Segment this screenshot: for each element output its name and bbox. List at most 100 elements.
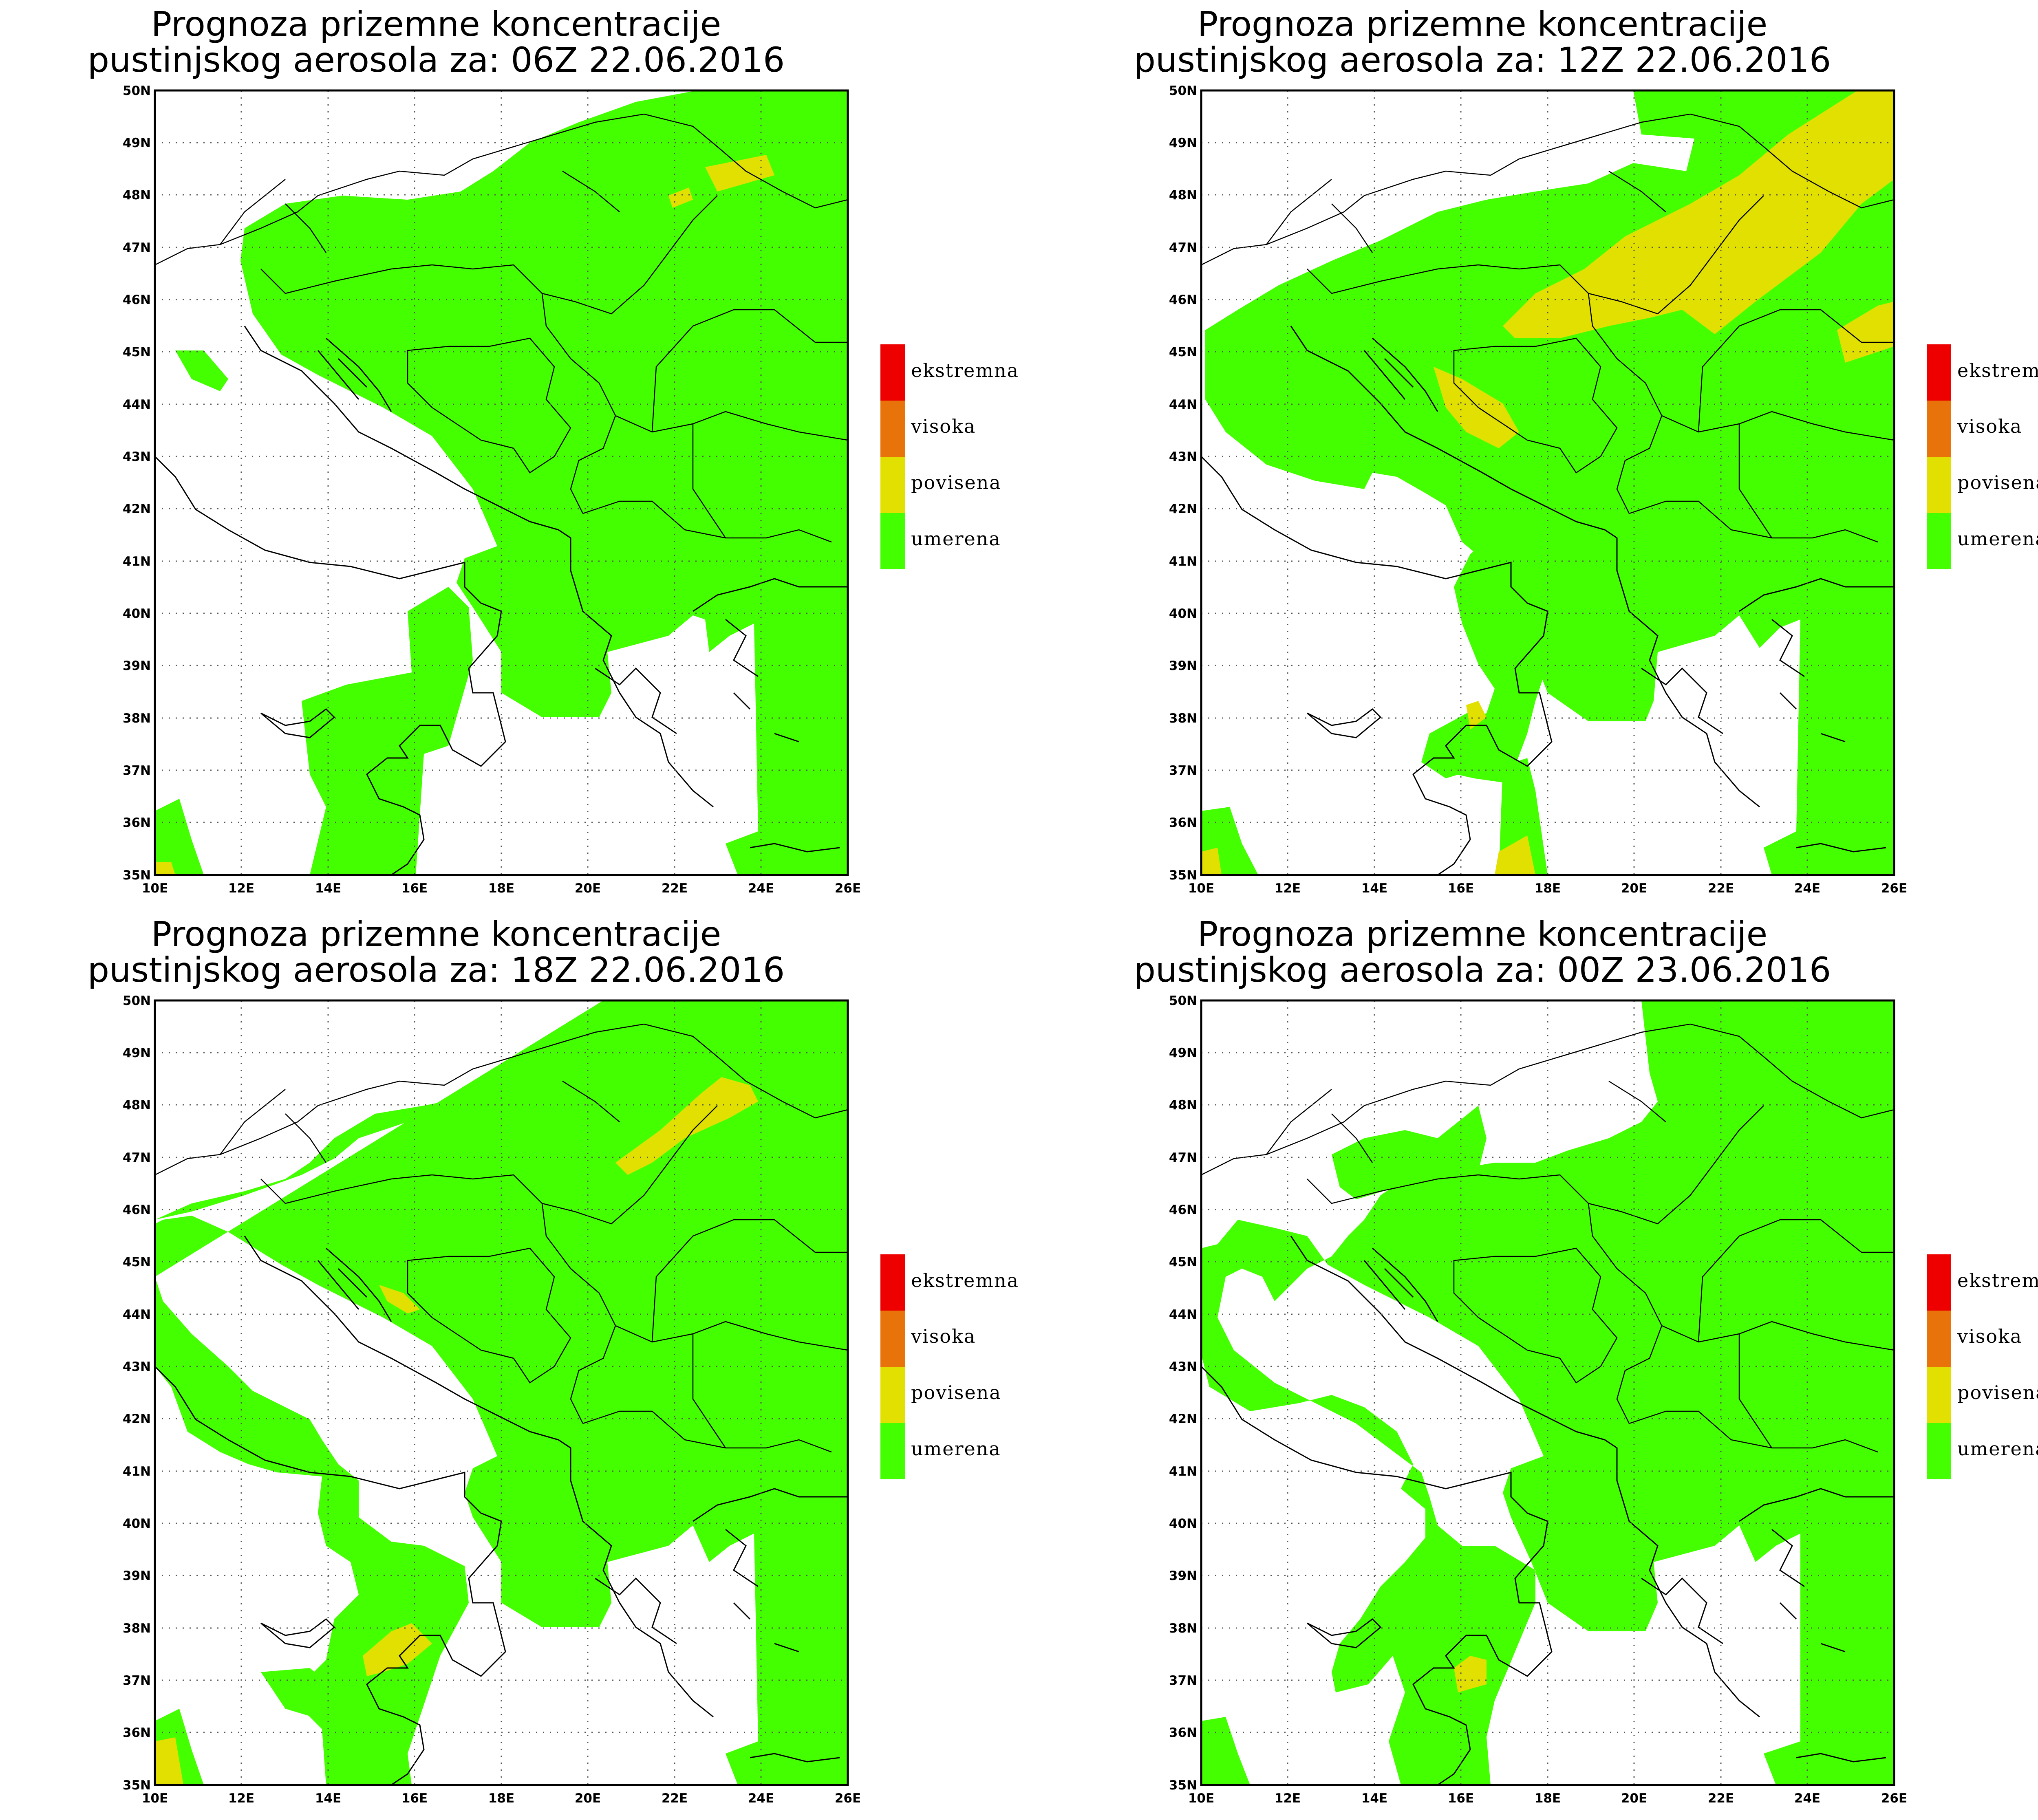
umerena-region <box>261 1668 334 1721</box>
umerena-region <box>1201 1000 1894 1785</box>
lat-tick-labels: 50N 49N 48N 47N 46N 45N 44N 43N 42N 41N … <box>123 84 151 883</box>
legend-swatch-ekstremna <box>1927 344 1951 401</box>
legend-swatch-visoka <box>880 401 905 457</box>
legend: ekstremna visoka povisena umerena <box>880 344 1019 569</box>
lon-tick-label: 12E <box>228 1791 254 1806</box>
lat-tick-label: 42N <box>123 1412 151 1426</box>
legend-label: ekstremna <box>911 1269 1019 1291</box>
coastline <box>1363 337 1438 412</box>
coastline <box>317 337 392 412</box>
legend-label: visoka <box>1957 415 2022 437</box>
lat-tick-label: 50N <box>1169 84 1197 98</box>
lat-tick-label: 35N <box>1169 868 1197 883</box>
lat-tick-label: 35N <box>1169 1778 1197 1793</box>
lon-tick-label: 14E <box>1361 881 1387 896</box>
lat-tick-label: 45N <box>1169 345 1197 359</box>
country-border <box>220 170 620 253</box>
umerena-region <box>302 587 473 875</box>
country-border <box>1453 337 1618 474</box>
povisena-region <box>668 187 693 208</box>
lat-tick-label: 36N <box>1169 1725 1197 1740</box>
povisena-region <box>1495 835 1535 875</box>
legend-label: povisena <box>911 472 1001 494</box>
lon-tick-label: 20E <box>1621 881 1647 896</box>
country-border <box>407 337 571 474</box>
umerena-region <box>155 799 204 875</box>
country-border <box>1266 170 1666 253</box>
coastline <box>260 708 840 853</box>
country-border <box>1453 1247 1618 1384</box>
lat-tick-label: 49N <box>1169 136 1197 150</box>
coastline <box>1739 1488 1894 1522</box>
legend-swatch-povisena <box>880 457 905 513</box>
lon-tick-label: 16E <box>401 881 428 896</box>
legend-swatch-ekstremna <box>1927 1254 1951 1311</box>
coastline <box>1200 456 1553 876</box>
lat-tick-label: 37N <box>123 763 151 778</box>
umerena-region <box>175 350 228 391</box>
lat-tick-label: 50N <box>1169 994 1197 1008</box>
legend-swatch-ekstremna <box>880 344 905 401</box>
coastline <box>1290 326 1760 808</box>
lon-tick-label: 14E <box>315 1791 341 1806</box>
map-svg: Prognoza prizemne koncentracije pustinjs… <box>1134 4 2038 896</box>
lon-tick-label: 10E <box>1188 881 1214 896</box>
lat-tick-label: 41N <box>1169 1464 1197 1479</box>
country-border <box>1629 500 1878 543</box>
coastline <box>1641 619 1846 743</box>
lon-tick-labels: 10E 12E 14E 16E 18E 20E 22E 24E 26E <box>1188 1791 1907 1806</box>
coastline <box>154 456 506 876</box>
coastline <box>595 1529 799 1653</box>
country-border <box>260 1105 718 1225</box>
lat-tick-label: 43N <box>1169 449 1197 464</box>
lon-tick-label: 12E <box>1275 881 1301 896</box>
lon-tick-labels: 10E 12E 14E 16E 18E 20E 22E 24E 26E <box>142 881 861 896</box>
lon-tick-label: 26E <box>1881 1791 1907 1806</box>
forecast-panel-12z: Prognoza prizemne koncentracije pustinjs… <box>1046 0 2038 910</box>
legend-label: visoka <box>911 415 976 437</box>
country-border <box>1201 113 1895 266</box>
map-plot-area <box>154 89 849 876</box>
lat-tick-label: 49N <box>123 136 151 150</box>
coastline <box>154 1366 506 1786</box>
map-frame <box>154 89 849 876</box>
forecast-panel-18z: Prognoza prizemne koncentracije pustinjs… <box>0 910 1046 1820</box>
legend-label: povisena <box>1957 1382 2038 1404</box>
lon-tick-label: 12E <box>1275 1791 1301 1806</box>
panel-title-line1: Prognoza prizemne koncentracije <box>1198 4 1768 44</box>
graticule <box>155 90 848 875</box>
legend-label: ekstremna <box>1957 359 2038 381</box>
lon-tick-label: 10E <box>142 881 168 896</box>
lat-tick-label: 43N <box>1169 1359 1197 1374</box>
umerena-region <box>1429 505 1576 782</box>
country-border <box>1307 1105 1764 1225</box>
povisena-region <box>1837 302 1894 363</box>
legend-label: visoka <box>1957 1325 2022 1347</box>
lon-tick-label: 22E <box>662 1791 688 1806</box>
povisena-region <box>363 1623 432 1676</box>
povisena-region <box>1466 701 1487 729</box>
povisena-region <box>155 1737 183 1785</box>
lon-tick-label: 16E <box>1448 881 1474 896</box>
legend-label: visoka <box>911 1325 976 1347</box>
coastline <box>693 1488 848 1522</box>
lat-tick-label: 45N <box>123 1255 151 1269</box>
coastline <box>260 1618 840 1763</box>
legend-label: ekstremna <box>911 359 1019 381</box>
lat-tick-label: 45N <box>1169 1255 1197 1269</box>
coastline <box>1641 1529 1846 1653</box>
lat-tick-label: 50N <box>123 84 151 98</box>
country-border <box>154 113 848 266</box>
lat-tick-label: 40N <box>123 1516 151 1531</box>
umerena-region <box>1332 1106 1487 1199</box>
lat-tick-label: 45N <box>123 345 151 359</box>
legend-swatch-ekstremna <box>880 1254 905 1311</box>
map-svg: Prognoza prizemne koncentracije pustinjs… <box>88 4 1019 896</box>
coastlines-and-borders <box>1200 113 1895 876</box>
lon-tick-label: 14E <box>315 881 341 896</box>
lon-tick-label: 20E <box>1621 1791 1647 1806</box>
legend-label: umerena <box>911 1438 1001 1460</box>
umerena-region <box>155 1000 848 1785</box>
panel-title-line2: pustinjskog aerosola za: 06Z 22.06.2016 <box>88 40 785 80</box>
lat-tick-label: 40N <box>123 606 151 621</box>
